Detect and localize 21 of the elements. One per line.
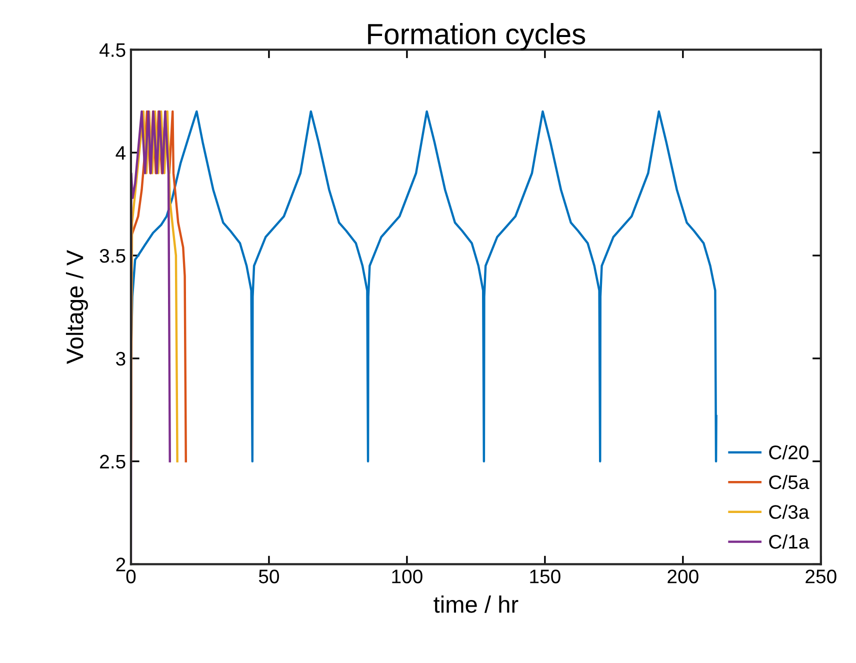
- y-axis-title: Voltage / V: [66, 250, 88, 364]
- y-tick-label: 3.5: [100, 248, 126, 263]
- y-tick-label: 4.5: [100, 43, 126, 57]
- y-tick-label: 2.5: [100, 454, 126, 469]
- line-series: [130, 110, 718, 462]
- x-tick-label: 150: [530, 570, 560, 584]
- y-tick-label: 2: [116, 558, 126, 572]
- x-tick-label: 0: [126, 570, 136, 584]
- line-series: [130, 110, 178, 462]
- legend-label: C/3a: [769, 504, 810, 519]
- y-tick-label: 4: [116, 146, 126, 160]
- x-axis-title: time / hr: [434, 596, 518, 613]
- x-tick-label: 250: [806, 570, 836, 584]
- x-tick-label: 200: [668, 570, 698, 584]
- x-tick-label: 50: [258, 570, 280, 584]
- chart-title: Formation cycles: [368, 23, 586, 50]
- legend-label: C/1a: [769, 534, 810, 549]
- legend-label: C/20: [769, 445, 808, 460]
- legend-label: C/5a: [769, 474, 810, 490]
- x-tick-label: 100: [392, 570, 422, 584]
- y-tick-label: 3: [116, 352, 126, 366]
